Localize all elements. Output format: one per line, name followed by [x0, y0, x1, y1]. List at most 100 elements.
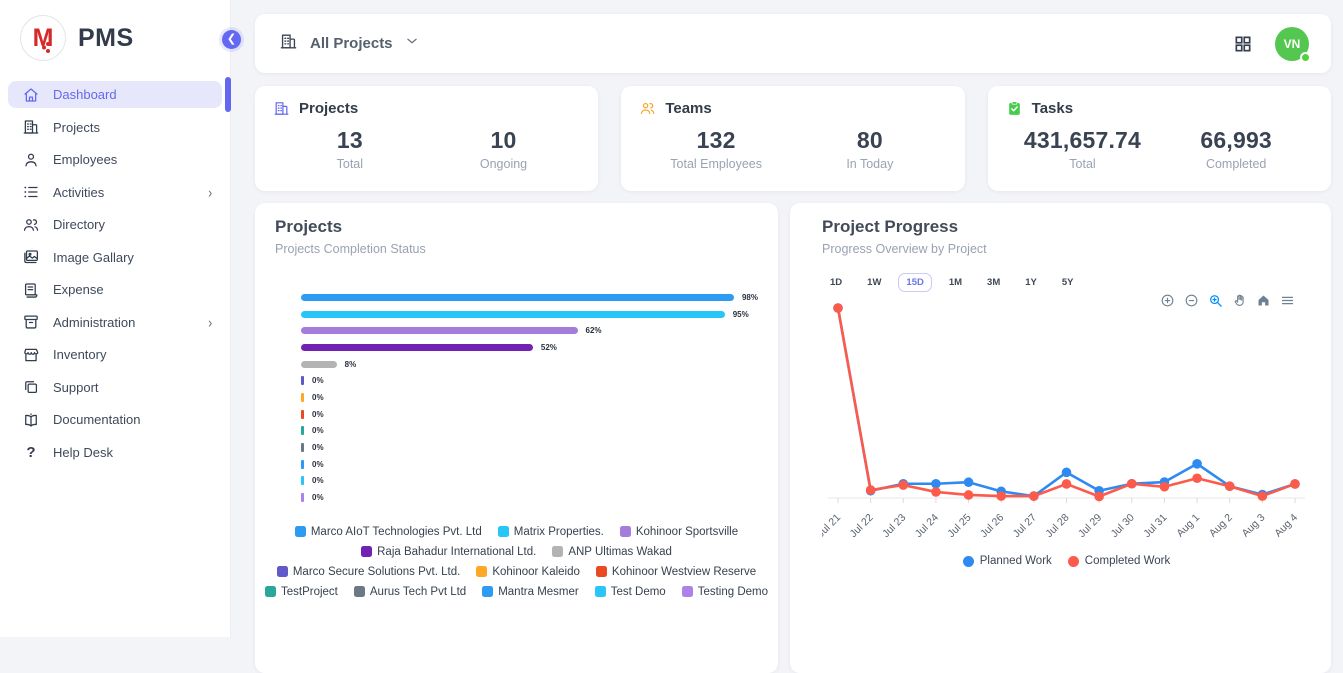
sidebar-item-dashboard[interactable]: Dashboard — [8, 77, 231, 112]
completion-bar — [301, 376, 304, 386]
selection-zoom-icon[interactable] — [1208, 293, 1223, 308]
chevron-down-icon — [405, 34, 419, 53]
sidebar-item-help-desk[interactable]: ? Help Desk — [8, 439, 222, 466]
range-button-1w[interactable]: 1W — [859, 273, 889, 292]
legend-swatch — [476, 566, 488, 578]
legend-swatch — [681, 586, 693, 598]
bar-row: 0% — [301, 406, 758, 423]
bar-row: 0% — [301, 489, 758, 506]
bar-row: 0% — [301, 439, 758, 456]
sidebar-item-label: Support — [53, 379, 99, 395]
bar-row: 95% — [301, 306, 758, 323]
legend-dot — [1067, 555, 1079, 567]
legend-item[interactable]: Matrix Properties. — [497, 526, 604, 538]
sidebar-item-administration[interactable]: Administration › — [8, 309, 222, 336]
legend-label: Planned Work — [979, 555, 1052, 567]
legend-item[interactable]: Aurus Tech Pvt Ltd — [353, 586, 466, 598]
building-icon — [22, 118, 40, 136]
stat-title: Tasks — [1031, 100, 1074, 117]
svg-text:Jul 22: Jul 22 — [847, 512, 875, 540]
legend-label: Marco Secure Solutions Pvt. Ltd. — [292, 565, 461, 578]
sidebar-item-support[interactable]: Support — [8, 374, 222, 401]
stat-metric: 66,993 Completed — [1159, 127, 1313, 171]
sidebar-item-directory[interactable]: Directory — [8, 211, 222, 238]
legend-item[interactable]: Kohinoor Kaleido — [476, 566, 580, 578]
legend-item[interactable]: ANP Ultimas Wakad — [552, 546, 672, 558]
sidebar-item-activities[interactable]: Activities › — [8, 179, 222, 206]
range-button-1y[interactable]: 1Y — [1017, 273, 1045, 292]
legend-item[interactable]: Mantra Mesmer — [482, 586, 579, 598]
sidebar-item-label: Documentation — [53, 412, 141, 427]
completion-bar — [301, 310, 725, 318]
image-icon — [22, 248, 40, 266]
bar-value-label: 0% — [312, 409, 324, 419]
sidebar-item-expense[interactable]: Expense — [8, 276, 222, 303]
range-button-1m[interactable]: 1M — [941, 273, 970, 292]
stat-value: 13 — [336, 127, 363, 153]
bar-row: 0% — [301, 372, 758, 389]
zoom-out-icon[interactable] — [1184, 293, 1199, 308]
completion-bar — [301, 343, 533, 351]
chevron-right-icon: › — [207, 183, 212, 201]
legend-item-planned-work[interactable]: Planned Work — [962, 555, 1052, 567]
project-filter-label: All Projects — [310, 35, 393, 52]
menu-icon[interactable] — [1280, 293, 1295, 308]
user-avatar[interactable]: VN — [1275, 26, 1311, 63]
completion-chart-legend: Marco AIoT Technologies Pvt. Ltd Matrix P… — [265, 526, 768, 598]
legend-item[interactable]: Marco AIoT Technologies Pvt. Ltd — [294, 526, 482, 538]
pan-icon[interactable] — [1232, 293, 1247, 308]
brand-logo-letter: M — [32, 23, 54, 52]
copy-icon — [22, 378, 40, 396]
stat-label: Total — [1069, 157, 1096, 171]
building-icon — [273, 100, 290, 117]
bar-value-label: 62% — [585, 326, 602, 336]
sidebar-item-documentation[interactable]: Documentation — [8, 406, 222, 433]
legend-swatch — [294, 526, 306, 538]
list-icon — [22, 183, 40, 201]
brand: M PMS — [0, 0, 230, 75]
legend-item[interactable]: Raja Bahadur International Ltd. — [361, 546, 536, 558]
range-button-1d[interactable]: 1D — [822, 273, 850, 292]
legend-label: Test Demo — [610, 585, 666, 598]
range-button-5y[interactable]: 5Y — [1054, 273, 1082, 292]
legend-item[interactable]: Testing Demo — [681, 585, 769, 598]
legend-label: TestProject — [281, 585, 338, 598]
legend-label: Kohinoor Westview Reserve — [611, 565, 757, 578]
legend-item[interactable]: Test Demo — [594, 585, 666, 598]
stat-label: In Today — [846, 157, 894, 171]
online-status-dot — [1300, 51, 1311, 63]
range-button-3m[interactable]: 3M — [979, 273, 1008, 292]
avatar-initials: VN — [1283, 36, 1301, 51]
sidebar-item-image-gallary[interactable]: Image Gallary — [8, 244, 222, 271]
stat-card-teams: Teams 132 Total Employees 80 In Today — [621, 86, 965, 191]
home-icon[interactable] — [1256, 293, 1271, 308]
sidebar-item-employees[interactable]: Employees — [8, 146, 222, 173]
projects-chart-subtitle: Projects Completion Status — [275, 242, 426, 256]
range-button-15d[interactable]: 15D — [898, 273, 932, 292]
svg-text:Jul 29: Jul 29 — [1076, 512, 1104, 540]
sidebar-item-projects[interactable]: Projects — [8, 114, 222, 141]
legend-item[interactable]: Kohinoor Westview Reserve — [595, 565, 757, 578]
legend-swatch — [497, 526, 509, 538]
stat-metric: 10 Ongoing — [427, 127, 581, 171]
legend-item-completed-work[interactable]: Completed Work — [1067, 555, 1170, 567]
zoom-in-icon[interactable] — [1160, 293, 1175, 308]
legend-item[interactable]: Kohinoor Sportsville — [619, 526, 738, 538]
sidebar-item-inventory[interactable]: Inventory — [8, 341, 222, 368]
bar-row: 0% — [301, 473, 758, 490]
sidebar-item-label: Image Gallary — [53, 249, 134, 265]
legend-item[interactable]: Marco Secure Solutions Pvt. Ltd. — [276, 565, 461, 578]
projects-completion-card: Projects Projects Completion Status 98% 9… — [255, 203, 778, 673]
completion-bar — [301, 360, 337, 368]
legend-item[interactable]: TestProject — [265, 586, 338, 598]
project-filter-dropdown[interactable]: All Projects — [279, 32, 419, 56]
legend-label: Testing Demo — [697, 585, 769, 598]
charts-row: Projects Projects Completion Status 98% 9… — [255, 203, 1331, 673]
svg-text:Aug 2: Aug 2 — [1207, 512, 1235, 540]
svg-text:Jul 30: Jul 30 — [1109, 512, 1137, 540]
stat-card-projects: Projects 13 Total 10 Ongoing — [255, 86, 599, 191]
apps-grid-icon[interactable] — [1233, 34, 1253, 54]
archive-icon — [22, 313, 40, 331]
stat-value: 66,993 — [1200, 127, 1272, 153]
sidebar-collapse-button[interactable]: ❮ — [222, 30, 241, 49]
